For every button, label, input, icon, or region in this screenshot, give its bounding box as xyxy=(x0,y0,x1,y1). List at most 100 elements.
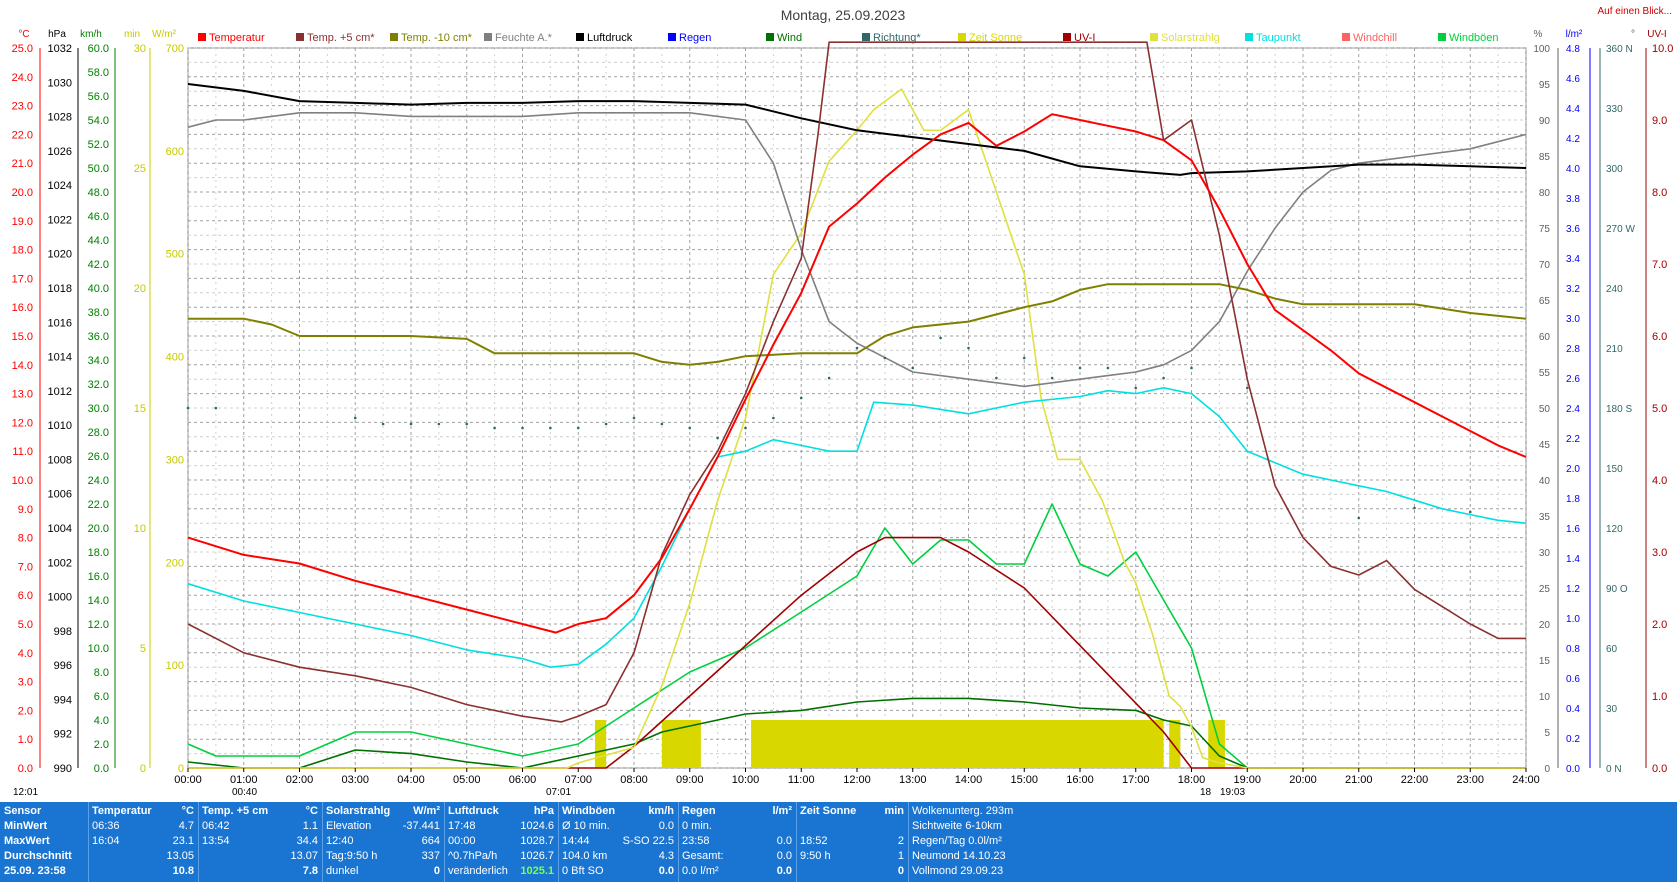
x-tick-label: 23:00 xyxy=(1456,774,1484,786)
axis-tick-label: 10.0 xyxy=(12,475,33,487)
axis-tick-label: 1.2 xyxy=(1566,584,1580,595)
axis-tick-label: 16.0 xyxy=(88,571,109,583)
axis-tick-label: 2.0 xyxy=(94,739,109,751)
summary-cell-left: 104.0 km xyxy=(562,850,608,862)
axis-tick-label: 3.8 xyxy=(1566,194,1580,205)
axis-tick-label: 240 xyxy=(1606,284,1623,295)
axis-tick-label: 48.0 xyxy=(88,187,109,199)
legend-swatch xyxy=(576,33,584,41)
direction-point xyxy=(1078,366,1082,370)
summary-cell-left: Tag:9:50 h xyxy=(326,850,378,862)
axis-tick-label: 1006 xyxy=(48,489,72,501)
summary-row: veränderlich 1025.1 xyxy=(448,864,554,879)
axis-tick-label: 12.0 xyxy=(88,619,109,631)
summary-row-label: Durchschnitt xyxy=(4,850,72,862)
summary-cell-right: 664 xyxy=(421,835,440,847)
summary-cell-right: 1024.6 xyxy=(520,820,554,832)
axis-tick-label: 3.2 xyxy=(1566,284,1580,295)
summary-cell-left: 0 Bft SO xyxy=(562,865,604,877)
x-tick-label: 12:00 xyxy=(843,774,871,786)
summary-row: 23:58 0.0 xyxy=(682,834,792,849)
axis-tick-label: 0.0 xyxy=(1566,764,1580,775)
summary-row: 13.05 xyxy=(92,849,194,864)
axis-tick-label: 4.4 xyxy=(1566,104,1580,115)
summary-row: dunkel 0 xyxy=(326,864,440,879)
axis-tick-label: 1.8 xyxy=(1566,494,1580,505)
summary-cell-left: Gesamt: xyxy=(682,850,724,862)
axis-tick-label: 75 xyxy=(1539,224,1551,235)
axis-tick-label: 46.0 xyxy=(88,211,109,223)
summary-head-unit: hPa xyxy=(533,805,554,817)
legend-swatch xyxy=(1063,33,1071,41)
direction-point xyxy=(799,396,803,400)
summary-cell-right: 13.05 xyxy=(166,850,194,862)
summary-cell-right: 2 xyxy=(897,835,904,847)
x-tick-label: 01:00 xyxy=(230,774,258,786)
axis-tick-label: 4.8 xyxy=(1566,44,1580,55)
summary-cell-left: 06:42 xyxy=(202,820,230,832)
summary-cell-right: 10.8 xyxy=(172,865,194,877)
direction-point xyxy=(716,436,719,440)
x-tick-label: 00:00 xyxy=(174,774,202,786)
summary-cell-left: 9:50 h xyxy=(800,850,831,862)
sun-bar xyxy=(594,720,607,768)
axis-tick-label: 1010 xyxy=(48,420,72,432)
summary-cell-right: 0 xyxy=(433,865,440,877)
series-line-temperatur xyxy=(187,113,1527,634)
series-line-taupunkt xyxy=(187,386,1527,669)
chart-title: Montag, 25.09.2023 xyxy=(781,7,906,23)
axis-tick-label: 40 xyxy=(1539,476,1551,487)
axis-tick-label: 5.0 xyxy=(18,619,33,631)
summary-row: 12:40 664 xyxy=(326,834,440,849)
x-tick-label: 15:00 xyxy=(1010,774,1038,786)
legend-label: Feuchte A.* xyxy=(495,32,553,44)
axis-tick-label: 1026 xyxy=(48,146,72,158)
axis-tick-label: 2.0 xyxy=(18,705,33,717)
overview-link[interactable]: Auf einen Blick... xyxy=(1598,6,1672,17)
axis-tick-label: 15 xyxy=(1539,656,1551,667)
axis-tick-label: 1016 xyxy=(48,317,72,329)
direction-point xyxy=(772,416,775,420)
sun-time-label: 18 xyxy=(1200,787,1212,798)
axis-tick-label: 58.0 xyxy=(88,67,109,79)
summary-col-info: Wolkenunterg. 293m Sichtweite 6-10km Regen… xyxy=(908,802,1677,882)
axis-tick-label: 17.0 xyxy=(12,273,33,285)
unit-label: °C xyxy=(18,29,29,40)
unit-label: min xyxy=(124,29,140,40)
series-line-windb-en xyxy=(187,503,1526,769)
axis-tick-label: 6.0 xyxy=(18,590,33,602)
summary-cell-right: 34.4 xyxy=(296,835,318,847)
axis-tick-label: 60 xyxy=(1606,644,1618,655)
axis-tick-label: 50.0 xyxy=(88,163,109,175)
summary-row: Tag:9:50 h 337 xyxy=(326,849,440,864)
summary-col: Temp. +5 cm °C 06:42 1.1 13:54 34.4 13.07 7.8 xyxy=(198,802,323,882)
series-line-feuchte-a- xyxy=(187,112,1527,388)
axis-tick-label: 60 xyxy=(1539,332,1551,343)
direction-point xyxy=(604,422,608,426)
summary-row: 0 min. xyxy=(682,819,792,834)
axis-tick-label: 8.0 xyxy=(94,667,109,679)
summary-row-label: 25.09. 23:58 xyxy=(4,865,66,877)
legend-swatch xyxy=(1245,33,1253,41)
summary-head-unit: W/m² xyxy=(413,805,440,817)
x-tick-label: 11:00 xyxy=(788,774,815,786)
summary-head-unit: °C xyxy=(305,805,318,817)
x-tick-label: 21:00 xyxy=(1345,774,1373,786)
axis-tick-label: 7.0 xyxy=(1652,259,1667,271)
summary-cell-right: 0.0 xyxy=(658,820,674,832)
summary-cell-left: 16:04 xyxy=(92,835,120,847)
x-tick-label: 22:00 xyxy=(1401,774,1429,786)
summary-row: 18:52 2 xyxy=(800,834,904,849)
summary-head-label: Solarstrahlg xyxy=(326,805,391,817)
axis-tick-label: 52.0 xyxy=(88,139,109,151)
axis-tick-label: 19.0 xyxy=(12,216,33,228)
x-tick-label: 19:00 xyxy=(1233,774,1261,786)
summary-cell-right: 0.0 xyxy=(776,865,792,877)
axis-tick-label: 996 xyxy=(54,660,72,672)
direction-point xyxy=(660,422,664,426)
direction-point xyxy=(1468,510,1472,514)
summary-cell-right: 0.0 xyxy=(776,835,792,847)
series-line-temp-10-cm- xyxy=(188,283,1527,366)
summary-row: Gesamt: 0.0 xyxy=(682,849,792,864)
axis-tick-label: 210 xyxy=(1606,344,1623,355)
